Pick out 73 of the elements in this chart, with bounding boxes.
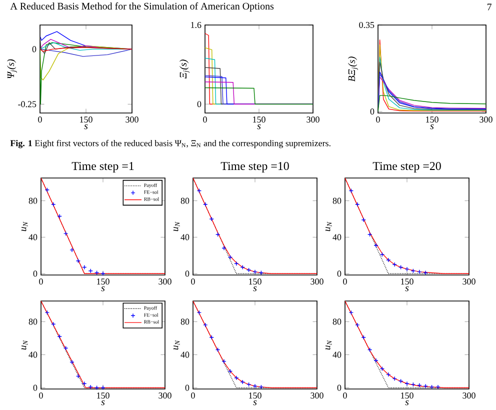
y-tick-label: 40 [332, 234, 342, 240]
y-axis-title: Ψ$_{j}$(s) [7, 59, 17, 78]
chart-title: Time step =20 [372, 162, 441, 172]
x-tick-label: 150 [249, 278, 262, 285]
y-tick-label: 0 [337, 384, 342, 391]
x-tick-label: 300 [310, 392, 324, 399]
x-tick-label: 150 [97, 392, 110, 399]
x-tick-label: 150 [401, 392, 414, 399]
y-tick-label: 80 [28, 198, 38, 204]
x-axis-title: s [405, 400, 409, 406]
x-tick-label: 300 [158, 278, 172, 285]
chart-title: Time step =10 [220, 162, 289, 172]
x-tick-label: 0 [343, 392, 347, 399]
x-tick-label: 150 [80, 116, 92, 123]
y-tick-label: 80 [332, 198, 342, 204]
x-tick-label: 150 [97, 278, 110, 285]
x-tick-label: 0 [343, 278, 347, 285]
x-tick-label: 300 [158, 392, 172, 399]
y-axis-title: u$_{N}$ [174, 222, 180, 232]
x-axis-title: s [101, 400, 105, 406]
y-tick-label: 80 [180, 318, 190, 325]
y-tick-label: 0 [185, 384, 190, 391]
y-tick-label: 40 [28, 352, 38, 358]
x-tick-label: 300 [462, 392, 476, 399]
x-tick-label: 150 [426, 116, 438, 123]
y-tick-label: -0.25 [18, 101, 36, 108]
text: A Reduced Basis Method for the Simulation of American Options [10, 2, 274, 12]
y-axis-title: u$_{N}$ [326, 222, 332, 232]
y-tick-label: 0 [33, 270, 38, 277]
y-tick-label: 40 [180, 234, 190, 240]
x-tick-label: 150 [253, 116, 266, 123]
y-axis-title: u$_{N}$ [174, 340, 180, 350]
y-tick-label: 0 [185, 270, 190, 277]
x-axis-title: s [253, 400, 257, 406]
x-tick-label: 0 [38, 116, 42, 123]
x-tick-label: 0 [191, 278, 195, 285]
x-tick-label: 150 [401, 278, 414, 285]
x-axis-title: s [101, 286, 105, 292]
x-tick-label: 0 [191, 392, 195, 399]
y-tick-label: 1.6 [191, 22, 202, 28]
y-tick-label: 80 [28, 318, 38, 325]
x-tick-label: 0 [39, 278, 43, 285]
y-axis-title: u$_{N}$ [22, 222, 28, 232]
x-axis-title: s [253, 286, 257, 292]
y-tick-label: 0.35 [359, 22, 374, 28]
y-tick-label: 40 [332, 352, 342, 358]
x-axis-title: s [84, 124, 88, 130]
y-tick-label: 0 [337, 270, 342, 277]
y-tick-label: 0 [33, 384, 38, 391]
x-axis-title: s [430, 124, 434, 130]
x-tick-label: 0 [203, 116, 207, 123]
y-axis-title: Ξ$_{j}$(s) [180, 60, 190, 78]
x-tick-label: 300 [480, 116, 492, 123]
x-axis-title: s [405, 286, 409, 292]
y-tick-label: 80 [332, 318, 342, 325]
y-tick-label: 80 [180, 198, 190, 204]
text: Fig. 1 Eight first vectors of the reduced basis Ψ$_{N}$, Ξ$_{N}$ and the corresponding supremizers. [10, 140, 330, 148]
y-axis-title: u$_{N}$ [22, 340, 28, 350]
x-tick-label: 300 [126, 116, 138, 123]
x-tick-label: 150 [249, 392, 262, 399]
x-tick-label: 300 [462, 278, 476, 285]
x-tick-label: 0 [39, 392, 43, 399]
x-tick-label: 300 [306, 116, 320, 123]
y-axis-title: BΞ$_{j}$(s) [348, 56, 358, 82]
x-tick-label: 0 [376, 116, 380, 123]
y-axis-title: u$_{N}$ [326, 340, 332, 350]
y-tick-label: 40 [28, 234, 38, 240]
x-tick-label: 300 [310, 278, 324, 285]
text: 7 [487, 4, 492, 10]
x-axis-title: s [257, 124, 261, 130]
chart-title: Time step =1 [72, 162, 134, 172]
y-tick-label: 0 [32, 46, 36, 52]
y-tick-label: 40 [180, 352, 190, 358]
